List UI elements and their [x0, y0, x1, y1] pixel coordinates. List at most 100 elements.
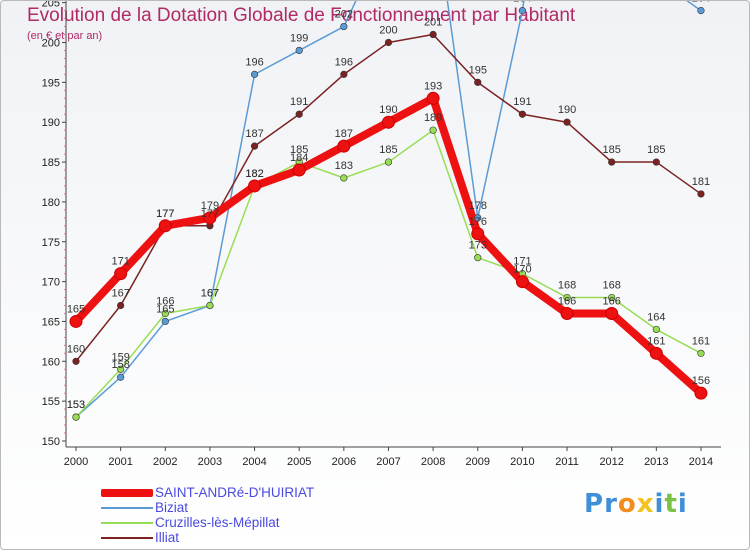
y-tick-label: 165: [42, 316, 60, 328]
legend: SAINT-ANDRé-D'HUIRIAT Biziat Cruzilles-l…: [101, 485, 314, 545]
data-label: 193: [424, 80, 442, 92]
y-tick-label: 175: [42, 237, 60, 249]
data-label: 171: [513, 256, 531, 268]
data-point: [560, 306, 574, 320]
data-point: [158, 219, 172, 233]
data-label: 153: [67, 399, 85, 411]
data-point: [563, 118, 571, 126]
data-label: 202: [335, 9, 353, 21]
legend-swatch: [101, 521, 153, 524]
data-point: [608, 293, 616, 302]
data-point: [384, 38, 393, 47]
data-point: [72, 357, 80, 365]
data-label: 200: [379, 25, 397, 37]
data-label: 187: [245, 128, 263, 140]
logo-letter: r: [604, 489, 618, 519]
data-label: 171: [111, 256, 129, 268]
legend-swatch: [101, 506, 153, 509]
data-point: [694, 386, 708, 400]
series-line: [75, 129, 702, 418]
data-label: 177: [156, 208, 174, 220]
x-tick-label: 2001: [108, 456, 132, 468]
data-point: [518, 110, 527, 118]
data-label: 185: [379, 144, 397, 156]
data-label: 160: [67, 343, 85, 355]
data-label: 204: [692, 1, 710, 5]
data-label: 166: [603, 295, 621, 307]
legend-label: Cruzilles-lès-Mépillat: [155, 515, 280, 530]
data-point: [248, 179, 262, 193]
legend-item-biziat: Biziat: [101, 500, 314, 515]
data-label: 183: [335, 160, 353, 172]
data-point: [295, 110, 303, 118]
series-line: [75, 1, 702, 418]
data-label: 187: [335, 128, 353, 140]
data-point: [117, 373, 125, 381]
data-point: [250, 142, 259, 150]
data-point: [206, 301, 214, 310]
data-label: 185: [647, 144, 665, 156]
logo-letter: t: [664, 489, 678, 519]
x-tick-label: 2003: [198, 456, 222, 468]
data-label: 182: [245, 168, 263, 180]
data-label: 165: [156, 303, 174, 315]
data-point: [340, 22, 348, 31]
data-point: [203, 211, 217, 225]
data-label: 177: [156, 208, 174, 220]
x-tick-label: 2000: [64, 456, 88, 468]
data-label: 156: [692, 375, 710, 387]
data-point: [608, 158, 616, 166]
legend-item-cruzilles: Cruzilles-lès-Mépillat: [101, 515, 314, 530]
data-point: [471, 227, 485, 241]
data-label: 164: [647, 311, 665, 323]
x-tick-label: 2002: [153, 456, 177, 468]
proxiti-logo: Proxiti: [584, 489, 688, 519]
x-tick-label: 2006: [332, 456, 356, 468]
data-label: 189: [424, 112, 442, 124]
series-line: [73, 94, 704, 397]
data-label: 178: [469, 200, 487, 212]
x-tick-label: 2012: [599, 456, 623, 468]
data-label: 196: [245, 56, 263, 68]
data-label: 195: [469, 64, 487, 76]
data-point: [426, 91, 440, 105]
data-point: [292, 163, 306, 177]
legend-item-illiat: Illiat: [101, 530, 314, 545]
y-tick-label: 190: [42, 117, 60, 129]
legend-item-saint-andre: SAINT-ANDRé-D'HUIRIAT: [101, 485, 314, 500]
data-label: 196: [335, 56, 353, 68]
data-label: 176: [469, 216, 487, 228]
x-tick-label: 2013: [644, 456, 668, 468]
x-tick-label: 2014: [689, 456, 713, 468]
data-point: [117, 365, 125, 373]
x-tick-label: 2007: [376, 456, 400, 468]
data-label: 158: [111, 359, 129, 371]
data-point: [381, 115, 395, 129]
data-label: 170: [513, 264, 531, 276]
data-label: 159: [111, 351, 129, 363]
data-point: [161, 317, 169, 326]
data-label: 165: [67, 303, 85, 315]
data-label: 161: [692, 335, 710, 347]
data-label: 182: [245, 168, 263, 180]
data-point: [117, 301, 125, 310]
chart-title: Evolution de la Dotation Globale de Fonc…: [27, 5, 576, 26]
data-point: [474, 254, 482, 262]
legend-label: Biziat: [155, 500, 189, 515]
data-label: 190: [558, 104, 576, 116]
data-label: 204: [513, 1, 531, 5]
logo-letter: x: [636, 489, 655, 519]
x-tick-label: 2011: [555, 456, 579, 468]
y-tick-label: 180: [42, 197, 60, 209]
data-label: 166: [558, 295, 576, 307]
data-point: [337, 139, 351, 153]
data-label: 185: [290, 144, 308, 156]
data-label: 166: [156, 295, 174, 307]
data-point: [649, 346, 663, 360]
data-point: [652, 325, 660, 334]
legend-label: Illiat: [155, 530, 180, 545]
data-point: [652, 158, 660, 166]
data-label: 179: [201, 200, 219, 212]
data-point: [515, 275, 529, 289]
